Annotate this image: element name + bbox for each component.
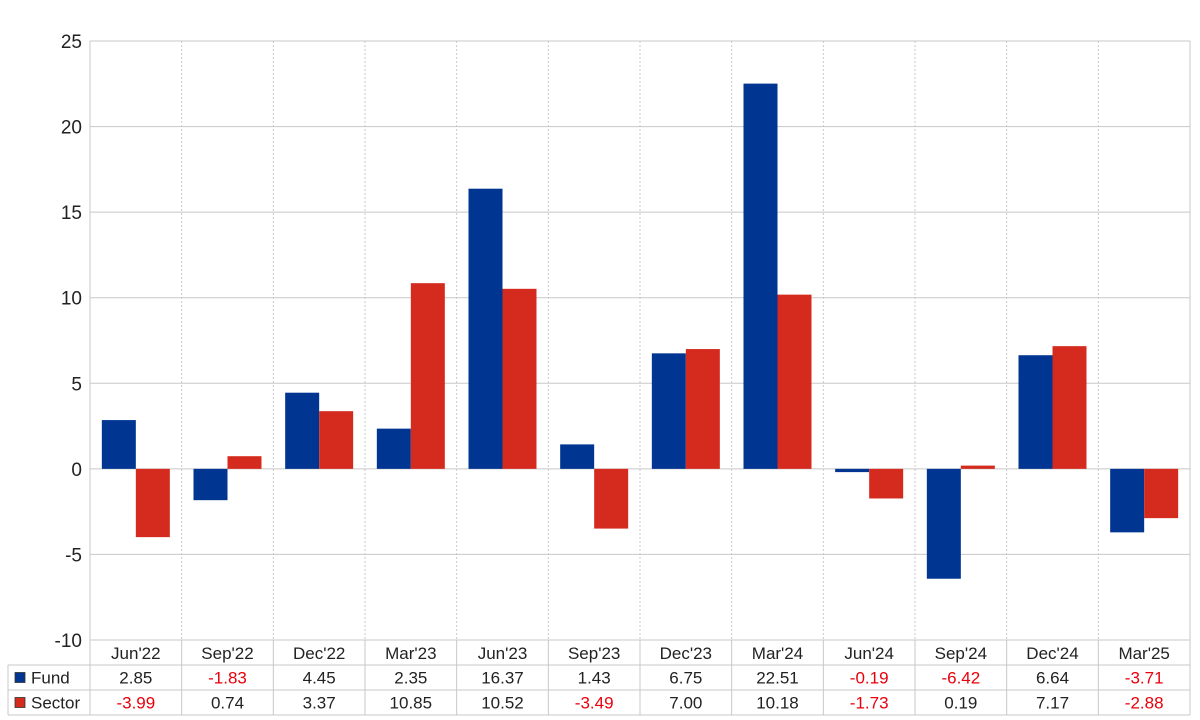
data-label-fund: -1.83: [208, 669, 247, 688]
y-tick-label: 15: [61, 203, 82, 224]
y-tick-label: -5: [65, 545, 82, 566]
data-label-fund: 6.75: [669, 669, 702, 688]
bar-fund-2: [285, 392, 320, 469]
data-label-sector: 7.00: [669, 694, 702, 713]
data-label-sector: 10.18: [756, 694, 799, 713]
data-label-fund: 2.35: [394, 669, 427, 688]
grid: [89, 40, 1191, 641]
data-table: Jun'22 Sep'22 Dec'22 Mar'23 Jun'23 Sep'23 Dec'…: [7, 639, 1191, 716]
legend-swatch-fund: [14, 672, 26, 683]
bar-sector-0: [135, 468, 170, 538]
legend-label-sector: Sector: [31, 694, 80, 713]
x-tick-label: Mar'24: [752, 644, 803, 663]
bar-sector-10: [1052, 346, 1087, 469]
bar-fund-10: [1018, 355, 1053, 469]
x-tick-label: Mar'25: [1118, 644, 1169, 663]
data-label-fund: -3.71: [1125, 669, 1164, 688]
data-label-sector: -2.88: [1125, 694, 1164, 713]
data-label-fund: 16.37: [481, 669, 524, 688]
x-tick-label: Sep'22: [201, 644, 253, 663]
data-label-sector: 10.52: [481, 694, 524, 713]
x-tick-label: Dec'24: [1026, 644, 1078, 663]
bar-fund-9: [926, 468, 961, 579]
bar-fund-4: [468, 188, 503, 469]
data-label-sector: -3.99: [116, 694, 155, 713]
data-label-sector: 0.19: [944, 694, 977, 713]
bar-sector-3: [410, 283, 445, 469]
bar-fund-1: [193, 468, 228, 501]
bar-sector-11: [1144, 468, 1179, 519]
bar-sector-9: [960, 465, 995, 469]
y-tick-label: -10: [55, 631, 82, 652]
data-label-fund: 4.45: [303, 669, 336, 688]
bar-fund-7: [743, 83, 778, 469]
bar-fund-0: [101, 420, 136, 469]
bar-fund-6: [651, 353, 686, 469]
bar-sector-5: [594, 468, 629, 529]
bar-sector-2: [319, 411, 354, 469]
x-tick-label: Sep'24: [935, 644, 987, 663]
bar-fund-3: [376, 428, 411, 469]
y-tick-label: 5: [71, 374, 82, 395]
data-label-fund: -0.19: [850, 669, 889, 688]
x-tick-label: Jun'22: [111, 644, 161, 663]
data-label-sector: 3.37: [303, 694, 336, 713]
bar-sector-7: [777, 294, 812, 469]
data-label-sector: -3.49: [575, 694, 614, 713]
x-tick-label: Sep'23: [568, 644, 620, 663]
y-tick-label: 0: [71, 460, 82, 481]
y-tick-label: 20: [61, 118, 82, 139]
bar-sector-6: [685, 349, 720, 469]
data-label-sector: 10.85: [390, 694, 433, 713]
bar-fund-8: [835, 468, 870, 473]
data-label-sector: 0.74: [211, 694, 244, 713]
x-tick-label: Jun'24: [844, 644, 894, 663]
data-label-sector: 7.17: [1036, 694, 1069, 713]
legend-label-fund: Fund: [31, 669, 70, 688]
x-tick-label: Mar'23: [385, 644, 436, 663]
bar-sector-8: [869, 468, 904, 499]
data-label-fund: 22.51: [756, 669, 799, 688]
x-tick-label: Jun'23: [478, 644, 528, 663]
y-axis: 25 20 15 10 5 0 -5 -10: [55, 32, 82, 652]
bar-sector-4: [502, 288, 537, 469]
y-tick-label: 25: [61, 32, 82, 53]
bar-sector-1: [227, 456, 262, 469]
data-label-fund: 6.64: [1036, 669, 1069, 688]
x-tick-label: Dec'22: [293, 644, 345, 663]
bar-fund-5: [560, 444, 595, 469]
legend-swatch-sector: [14, 697, 26, 708]
bars: [101, 83, 1179, 579]
data-label-fund: 2.85: [119, 669, 152, 688]
data-label-fund: -6.42: [941, 669, 980, 688]
data-label-sector: -1.73: [850, 694, 889, 713]
bar-fund-11: [1110, 468, 1145, 533]
data-label-fund: 1.43: [578, 669, 611, 688]
y-tick-label: 10: [61, 289, 82, 310]
x-tick-label: Dec'23: [660, 644, 712, 663]
